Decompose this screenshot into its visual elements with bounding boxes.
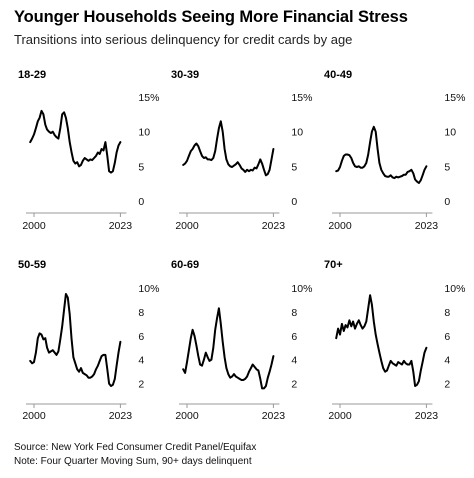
y-tick-label: 0 bbox=[138, 196, 144, 208]
x-tick-label: 2000 bbox=[175, 410, 199, 422]
y-tick-label: 6 bbox=[291, 331, 297, 343]
x-tick-label: 2023 bbox=[109, 220, 133, 232]
series-line bbox=[182, 120, 275, 177]
y-tick-label: 5 bbox=[444, 161, 450, 173]
y-tick-label: 10 bbox=[138, 127, 150, 139]
y-tick-label: 4 bbox=[291, 355, 297, 367]
panel-label: 18-29 bbox=[18, 69, 46, 81]
y-tick-label: 8 bbox=[138, 307, 144, 319]
chart-title: Younger Households Seeing More Financial… bbox=[14, 8, 408, 26]
y-tick-label: 10% bbox=[291, 283, 312, 295]
x-tick-label: 2023 bbox=[415, 220, 439, 232]
panel-label: 40-49 bbox=[324, 69, 352, 81]
y-tick-label: 10% bbox=[138, 283, 159, 295]
y-tick-label: 2 bbox=[444, 379, 450, 391]
y-tick-label: 5 bbox=[138, 161, 144, 173]
series-line bbox=[182, 307, 275, 390]
source-note: Source: New York Fed Consumer Credit Pan… bbox=[14, 442, 257, 453]
y-tick-label: 0 bbox=[444, 196, 450, 208]
y-tick-label: 15% bbox=[138, 92, 159, 104]
x-tick-label: 2000 bbox=[328, 220, 352, 232]
chart-subtitle: Transitions into serious delinquency for… bbox=[14, 32, 353, 47]
y-tick-label: 4 bbox=[444, 355, 450, 367]
x-tick-label: 2000 bbox=[22, 220, 46, 232]
x-tick-label: 2023 bbox=[262, 410, 286, 422]
y-tick-label: 15% bbox=[291, 92, 312, 104]
y-tick-label: 5 bbox=[291, 161, 297, 173]
x-tick-label: 2000 bbox=[175, 220, 199, 232]
x-tick-label: 2000 bbox=[22, 410, 46, 422]
panel-label: 50-59 bbox=[18, 259, 46, 271]
y-tick-label: 2 bbox=[138, 379, 144, 391]
y-tick-label: 10% bbox=[444, 283, 465, 295]
panel-label: 60-69 bbox=[171, 259, 199, 271]
x-tick-label: 2023 bbox=[262, 220, 286, 232]
series-line bbox=[29, 109, 122, 174]
y-tick-label: 10 bbox=[444, 127, 456, 139]
panel-label: 30-39 bbox=[171, 69, 199, 81]
y-tick-label: 8 bbox=[291, 307, 297, 319]
x-tick-label: 2023 bbox=[415, 410, 439, 422]
y-tick-label: 6 bbox=[444, 331, 450, 343]
footnote: Note: Four Quarter Moving Sum, 90+ days … bbox=[14, 456, 252, 467]
panel-label: 70+ bbox=[324, 259, 343, 271]
y-tick-label: 10 bbox=[291, 127, 303, 139]
y-tick-label: 2 bbox=[291, 379, 297, 391]
y-tick-label: 15% bbox=[444, 92, 465, 104]
y-tick-label: 4 bbox=[138, 355, 144, 367]
series-line bbox=[29, 293, 122, 387]
series-line bbox=[335, 125, 428, 184]
y-tick-label: 6 bbox=[138, 331, 144, 343]
y-tick-label: 0 bbox=[291, 196, 297, 208]
series-line bbox=[335, 294, 428, 387]
y-tick-label: 8 bbox=[444, 307, 450, 319]
x-tick-label: 2000 bbox=[328, 410, 352, 422]
x-tick-label: 2023 bbox=[109, 410, 133, 422]
